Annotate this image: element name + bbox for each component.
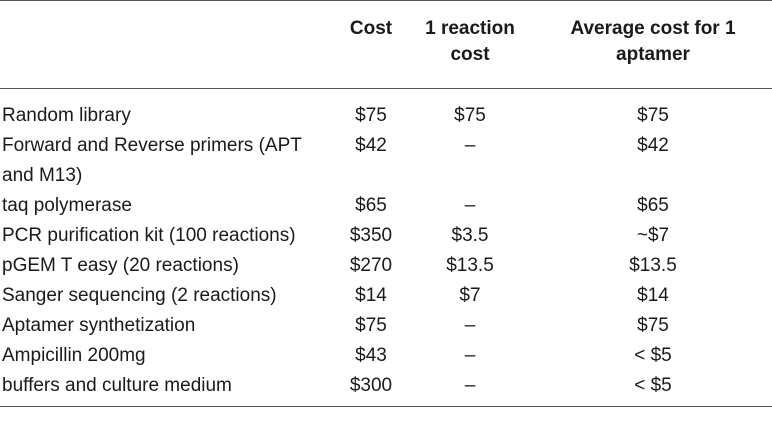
- table-header-row: Cost 1 reaction cost Average cost for 1 …: [0, 0, 772, 89]
- cost-table: Cost 1 reaction cost Average cost for 1 …: [0, 0, 772, 407]
- cell-reaction-cost: –: [464, 135, 476, 156]
- table-row: Aptamer synthetization $75 – $75: [0, 311, 772, 341]
- table-row: pGEM T easy (20 reactions) $270 $13.5 $1…: [0, 251, 772, 281]
- cell-reaction-cost: $3.5: [451, 225, 489, 246]
- cell-cost: $14: [355, 285, 387, 306]
- cell-cost: $270: [349, 255, 393, 276]
- cell-cost: $65: [355, 195, 387, 216]
- cell-reaction-cost: $75: [454, 105, 486, 126]
- cell-reaction-cost: –: [406, 371, 534, 407]
- header-item: [0, 0, 336, 89]
- table-row: Ampicillin 200mg $43 – < $5: [0, 341, 772, 371]
- cell-average-cost: $75: [637, 105, 669, 126]
- cell-item: PCR purification kit (100 reactions): [2, 225, 296, 246]
- cell-item: Aptamer synthetization: [2, 315, 196, 336]
- cell-item: Random library: [2, 105, 131, 126]
- header-average-cost: Average cost for 1 aptamer: [534, 0, 772, 89]
- table-row: Random library $75 $75 $75: [0, 89, 772, 132]
- cell-item: taq polymerase: [2, 195, 132, 216]
- table-row: Sanger sequencing (2 reactions) $14 $7 $…: [0, 281, 772, 311]
- cell-reaction-cost: $13.5: [446, 255, 494, 276]
- cell-item: Forward and Reverse primers (APT and M13…: [2, 135, 302, 186]
- cell-reaction-cost: –: [464, 315, 476, 336]
- cell-cost: $75: [355, 315, 387, 336]
- header-cost: Cost: [336, 0, 406, 89]
- cell-reaction-cost: –: [464, 345, 476, 366]
- cell-average-cost: $65: [637, 195, 669, 216]
- header-reaction-cost: 1 reaction cost: [406, 0, 534, 89]
- cell-item: pGEM T easy (20 reactions): [2, 255, 239, 276]
- cell-reaction-cost: $7: [459, 285, 481, 306]
- cell-cost: $42: [355, 135, 387, 156]
- table-row: taq polymerase $65 – $65: [0, 191, 772, 221]
- cell-reaction-cost: –: [464, 195, 476, 216]
- cell-item: Sanger sequencing (2 reactions): [2, 285, 277, 306]
- cell-cost: $300: [336, 371, 406, 407]
- cell-cost: $43: [355, 345, 387, 366]
- cell-cost: $75: [355, 105, 387, 126]
- cell-average-cost: $75: [637, 315, 669, 336]
- table-row: buffers and culture medium $300 – < $5: [0, 371, 772, 407]
- cell-cost: $350: [349, 225, 393, 246]
- cell-average-cost: $42: [637, 135, 669, 156]
- cell-average-cost: < $5: [634, 345, 672, 366]
- cell-average-cost: $14: [637, 285, 669, 306]
- table-row: PCR purification kit (100 reactions) $35…: [0, 221, 772, 251]
- cell-item: buffers and culture medium: [0, 371, 336, 407]
- cell-average-cost: $13.5: [629, 255, 677, 276]
- cell-average-cost: ~$7: [636, 225, 670, 246]
- table-row: Forward and Reverse primers (APT and M13…: [0, 131, 772, 191]
- cell-item: Ampicillin 200mg: [2, 345, 146, 366]
- cell-average-cost: < $5: [534, 371, 772, 407]
